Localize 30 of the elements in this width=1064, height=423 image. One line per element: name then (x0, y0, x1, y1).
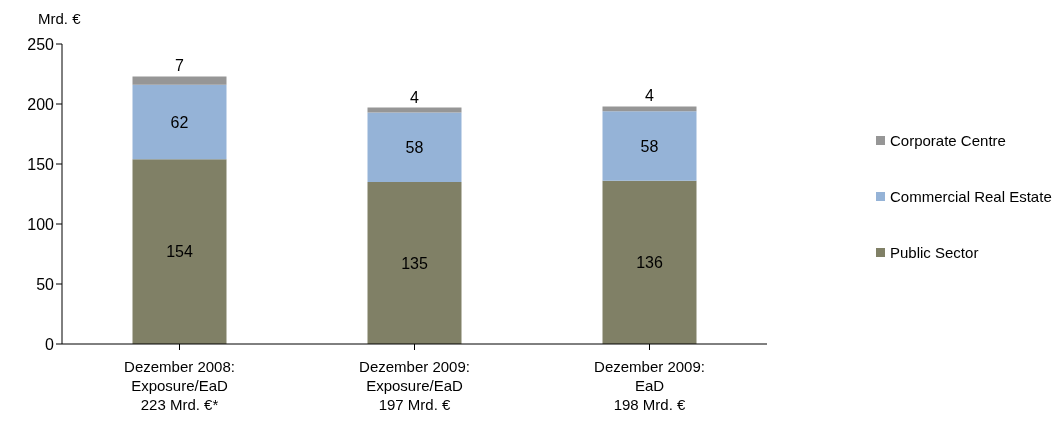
x-tick-label: Dezember 2009: EaD 198 Mrd. € (594, 358, 705, 413)
bar (132, 76, 227, 85)
data-label: 154 (166, 243, 193, 261)
legend-label: Public Sector (890, 243, 979, 261)
data-label: 4 (645, 87, 655, 105)
y-tick-label: 200 (27, 95, 55, 113)
data-label: 7 (175, 57, 185, 75)
y-tick-label: 150 (27, 155, 55, 173)
bar (602, 111, 697, 181)
y-tick-label: 50 (36, 275, 55, 293)
y-tick-label: 250 (27, 35, 55, 53)
y-tick-label: 0 (45, 335, 55, 353)
data-label: 58 (640, 137, 659, 155)
bar (602, 106, 697, 112)
legend-label: Commercial Real Estate (890, 187, 1052, 205)
bar (132, 84, 227, 160)
x-tick-label: Dezember 2008: Exposure/EaD 223 Mrd. €* (124, 358, 235, 413)
x-tick-label: Dezember 2009: Exposure/EaD 197 Mrd. € (359, 358, 470, 413)
data-label: 62 (170, 113, 189, 131)
legend-label: Corporate Centre (890, 131, 1006, 149)
bar (367, 112, 462, 182)
bar (367, 182, 462, 344)
y-axis-title: Mrd. € (38, 10, 81, 27)
data-label: 4 (410, 88, 420, 106)
y-tick-label: 100 (27, 215, 55, 233)
data-label: 136 (636, 254, 663, 272)
data-label: 135 (401, 254, 428, 272)
bar (602, 180, 697, 344)
data-label: 58 (405, 138, 424, 156)
bar (132, 159, 227, 344)
